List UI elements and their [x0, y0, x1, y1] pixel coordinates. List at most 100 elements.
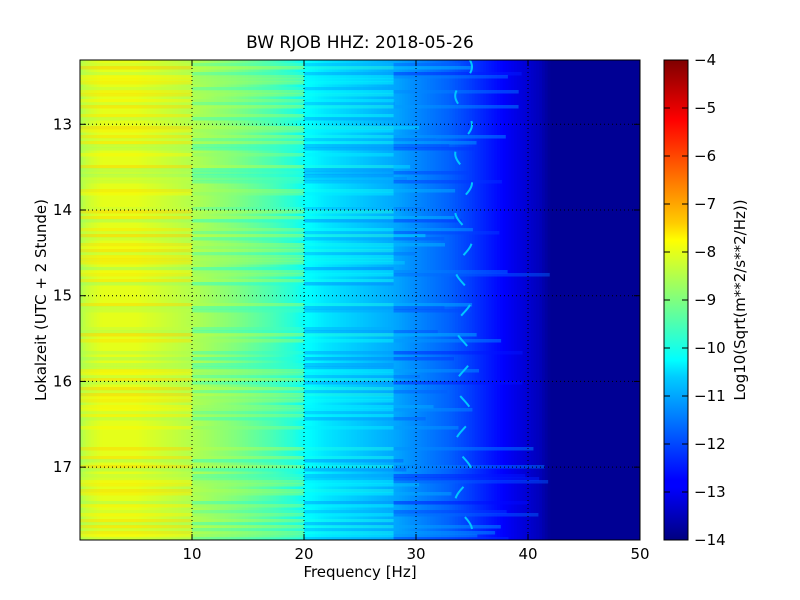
time-stripe: [80, 447, 192, 451]
time-stripe: [304, 477, 394, 481]
time-stripe: [304, 426, 394, 430]
x-tick-label: 20: [294, 545, 313, 563]
time-stripe: [80, 279, 192, 283]
spectral-band: [155, 60, 159, 540]
spectral-band: [502, 60, 507, 540]
time-stripe: [80, 66, 192, 70]
time-stripe: [304, 480, 394, 484]
spectral-band: [530, 60, 535, 540]
spectral-band: [127, 60, 131, 540]
spectral-band: [396, 60, 400, 540]
spectral-band: [435, 60, 439, 540]
time-stripe: [393, 105, 519, 109]
time-stripe: [304, 381, 394, 385]
time-stripe: [393, 459, 404, 463]
time-stripe: [192, 99, 304, 103]
time-stripe: [80, 501, 192, 505]
spectral-band: [480, 60, 484, 540]
time-stripe: [393, 468, 407, 472]
time-stripe: [80, 93, 192, 97]
time-stripe: [80, 180, 192, 184]
time-stripe: [192, 78, 304, 82]
grid-lines: [80, 60, 640, 540]
spectral-band: [416, 60, 420, 540]
time-stripe: [304, 522, 394, 526]
spectral-band: [152, 60, 157, 540]
time-stripe: [304, 261, 394, 265]
spectral-band: [536, 60, 540, 540]
time-stripe: [80, 270, 192, 274]
time-stripe: [80, 456, 192, 460]
time-stripe: [393, 513, 539, 517]
time-stripe: [304, 117, 394, 121]
time-stripe: [393, 537, 509, 540]
time-stripe: [80, 255, 192, 259]
time-stripe: [80, 327, 192, 331]
spectral-band: [276, 60, 280, 540]
spectral-band: [488, 60, 493, 540]
colorbar-tick-label: −11: [694, 387, 726, 405]
time-stripe: [192, 357, 304, 361]
spectral-band: [455, 60, 459, 540]
spectral-band: [290, 60, 294, 540]
spectral-band: [533, 60, 537, 540]
spectral-band: [460, 60, 465, 540]
time-stripe: [192, 510, 304, 514]
spectral-band: [262, 60, 266, 540]
time-stripe: [192, 528, 304, 532]
spectral-band: [494, 60, 498, 540]
time-stripe: [192, 171, 304, 175]
time-stripe: [80, 114, 192, 118]
time-stripe: [192, 255, 304, 259]
time-stripe: [304, 279, 394, 283]
time-stripe: [304, 378, 394, 382]
spectral-band: [136, 60, 140, 540]
time-stripe: [192, 153, 304, 157]
time-stripe: [80, 378, 192, 382]
spectral-band: [519, 60, 523, 540]
time-stripe: [192, 426, 304, 430]
spectral-band: [239, 60, 243, 540]
spectral-band: [578, 60, 582, 540]
time-stripe: [192, 81, 304, 85]
spectral-band: [334, 60, 339, 540]
time-stripe: [304, 417, 394, 421]
time-stripe: [304, 351, 394, 355]
spectral-band: [466, 60, 470, 540]
spectral-band: [544, 60, 549, 540]
spectral-band: [399, 60, 403, 540]
time-stripe: [304, 327, 394, 331]
time-stripe: [304, 102, 394, 106]
time-stripe: [393, 405, 434, 409]
spectral-band: [581, 60, 585, 540]
time-stripe: [393, 303, 473, 307]
time-stripe: [304, 513, 394, 517]
time-stripe: [80, 372, 192, 376]
spectral-band: [628, 60, 633, 540]
time-stripe: [80, 252, 192, 256]
colorbar-label: Log10(Sqrt(m**2/s**2/Hz)): [731, 199, 749, 400]
time-stripe: [393, 252, 416, 256]
time-stripe: [304, 330, 394, 334]
time-stripe: [192, 414, 304, 418]
time-stripe: [304, 525, 394, 529]
time-stripe: [304, 216, 394, 220]
time-stripe: [393, 147, 475, 151]
time-stripe: [304, 99, 394, 103]
time-stripe: [393, 492, 452, 496]
time-stripe: [192, 243, 304, 247]
spectral-band: [603, 60, 607, 540]
time-stripe: [304, 93, 394, 97]
time-stripe: [192, 378, 304, 382]
spectral-band: [183, 60, 187, 540]
narrowband-trace: [454, 60, 474, 540]
time-stripe: [80, 492, 192, 496]
spectral-band: [116, 60, 120, 540]
time-stripe: [304, 168, 394, 172]
time-stripe: [393, 72, 522, 76]
spectral-band: [441, 60, 445, 540]
time-stripe: [393, 510, 507, 514]
x-axis-label: Frequency [Hz]: [303, 563, 416, 581]
y-tick-label: 15: [53, 287, 72, 305]
